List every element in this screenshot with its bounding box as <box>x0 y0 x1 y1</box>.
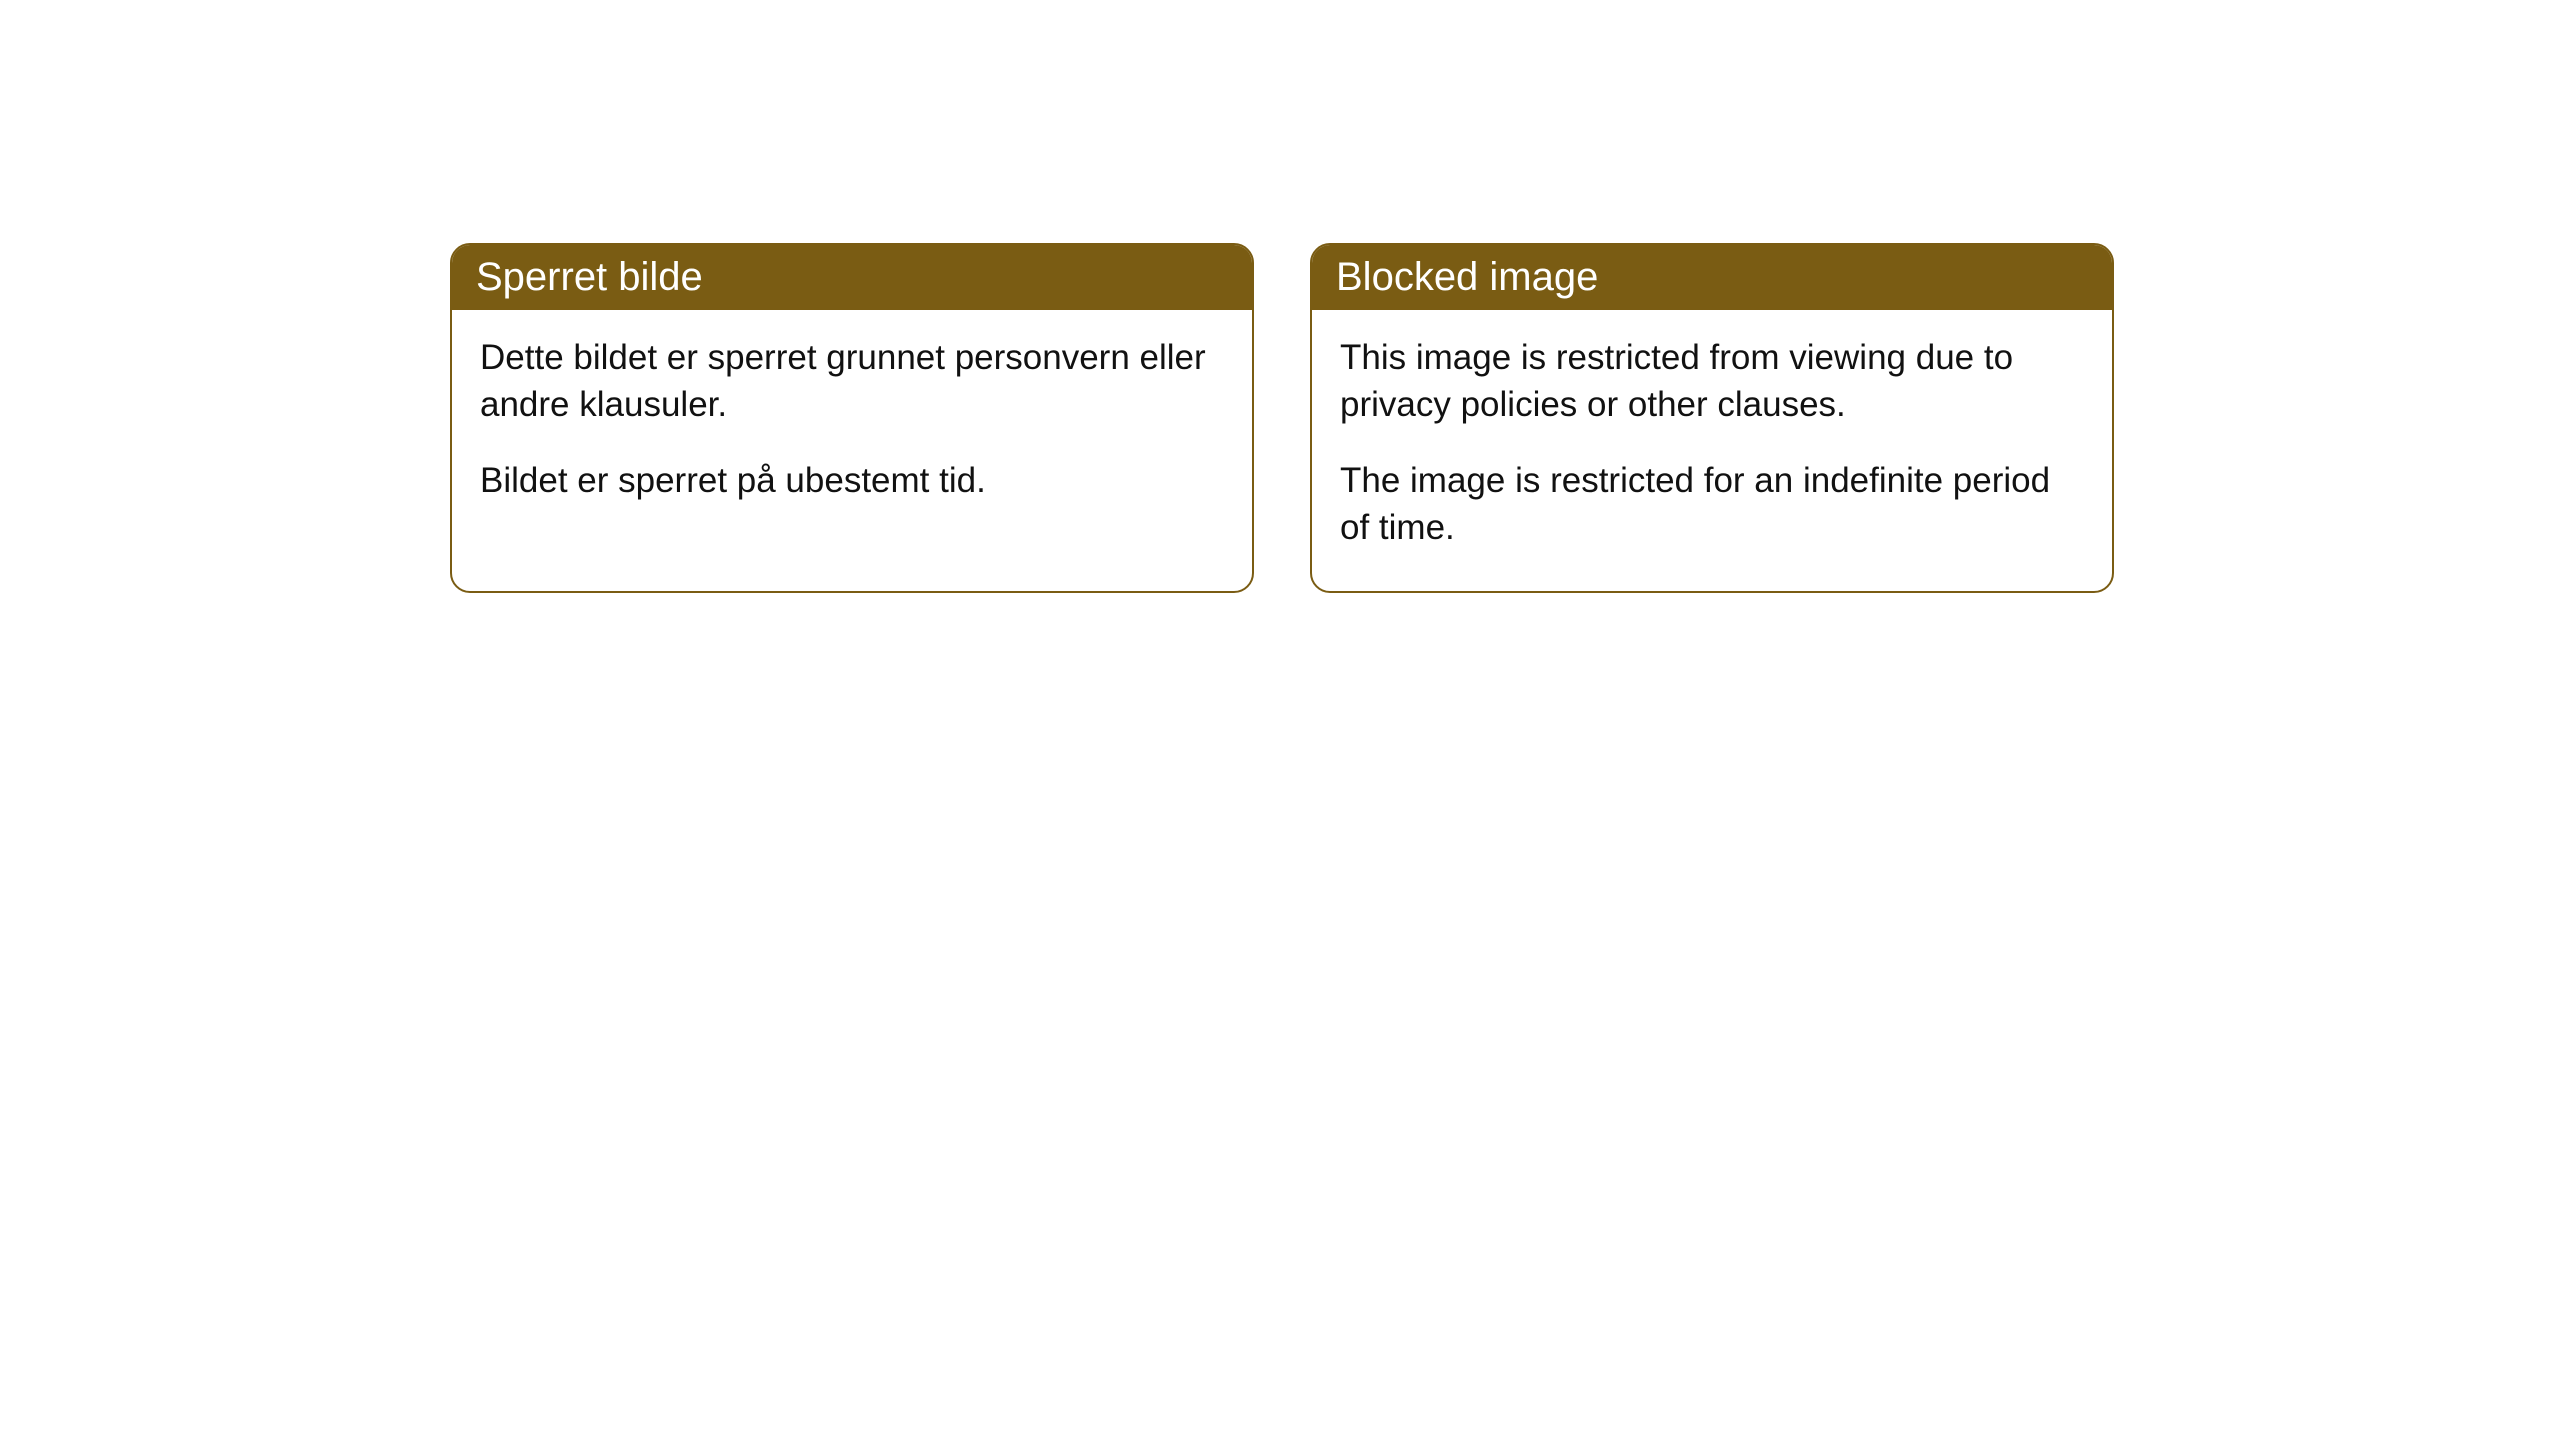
card-paragraph-2-english: The image is restricted for an indefinit… <box>1340 457 2084 552</box>
notice-container: Sperret bilde Dette bildet er sperret gr… <box>0 0 2560 593</box>
card-paragraph-1-english: This image is restricted from viewing du… <box>1340 334 2084 429</box>
card-title-norwegian: Sperret bilde <box>476 255 703 299</box>
notice-card-english: Blocked image This image is restricted f… <box>1310 243 2114 593</box>
card-header-norwegian: Sperret bilde <box>452 245 1252 310</box>
card-paragraph-2-norwegian: Bildet er sperret på ubestemt tid. <box>480 457 1224 504</box>
card-body-norwegian: Dette bildet er sperret grunnet personve… <box>452 310 1252 544</box>
card-title-english: Blocked image <box>1336 255 1598 299</box>
card-paragraph-1-norwegian: Dette bildet er sperret grunnet personve… <box>480 334 1224 429</box>
card-body-english: This image is restricted from viewing du… <box>1312 310 2112 591</box>
notice-card-norwegian: Sperret bilde Dette bildet er sperret gr… <box>450 243 1254 593</box>
card-header-english: Blocked image <box>1312 245 2112 310</box>
